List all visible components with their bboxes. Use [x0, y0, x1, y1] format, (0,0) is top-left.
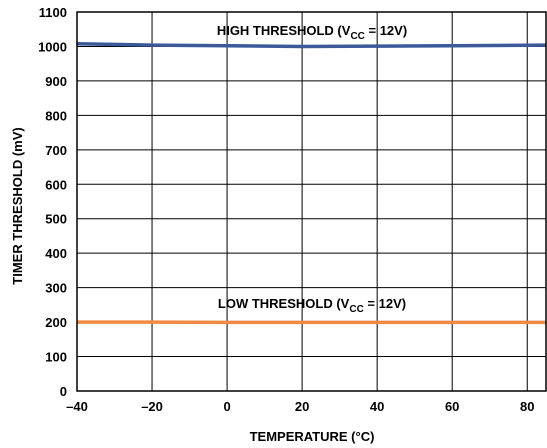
y-tick-label: 500 — [45, 212, 67, 227]
high-annotation-prefix: HIGH THRESHOLD (V — [217, 23, 351, 38]
low-annotation-suffix: = 12V) — [364, 296, 406, 311]
x-tick-label: 60 — [445, 399, 459, 414]
x-axis-label: TEMPERATURE (°C) — [250, 429, 375, 444]
series-lines — [76, 41, 547, 325]
y-tick-label: 400 — [45, 246, 67, 261]
high-annotation-subscript: CC — [350, 31, 364, 42]
y-tick-label: 600 — [45, 177, 67, 192]
low-annotation-subscript: CC — [349, 304, 363, 315]
x-tick-label: –20 — [141, 399, 163, 414]
x-tick-label: 0 — [223, 399, 230, 414]
x-tick-labels: –40 –20 0 20 40 60 80 — [66, 399, 534, 414]
y-tick-labels: 0 100 200 300 400 500 600 700 800 900 1000 1100 — [38, 5, 67, 399]
y-tick-label: 0 — [60, 384, 67, 399]
x-tick-label: 40 — [370, 399, 384, 414]
high-threshold-annotation: HIGH THRESHOLD (VCC = 12V) — [217, 23, 407, 42]
x-tick-label: –40 — [66, 399, 88, 414]
grid-lines — [76, 11, 546, 392]
y-tick-label: 300 — [45, 281, 67, 296]
y-tick-label: 1100 — [39, 5, 67, 20]
y-tick-label: 100 — [45, 350, 67, 365]
y-tick-label: 1000 — [38, 39, 67, 54]
plot-frame — [76, 11, 547, 392]
y-tick-label: 200 — [45, 315, 67, 330]
series-line — [76, 41, 547, 49]
x-tick-label: 20 — [295, 399, 309, 414]
x-tick-label: 80 — [520, 399, 534, 414]
high-annotation-suffix: = 12V) — [365, 23, 407, 38]
low-annotation-prefix: LOW THRESHOLD (V — [218, 296, 350, 311]
y-axis-label: TIMER THRESHOLD (mV) — [10, 127, 25, 284]
low-threshold-annotation: LOW THRESHOLD (VCC = 12V) — [218, 296, 406, 315]
y-tick-label: 800 — [45, 108, 67, 123]
y-tick-label: 900 — [45, 74, 67, 89]
y-tick-label: 700 — [45, 143, 67, 158]
